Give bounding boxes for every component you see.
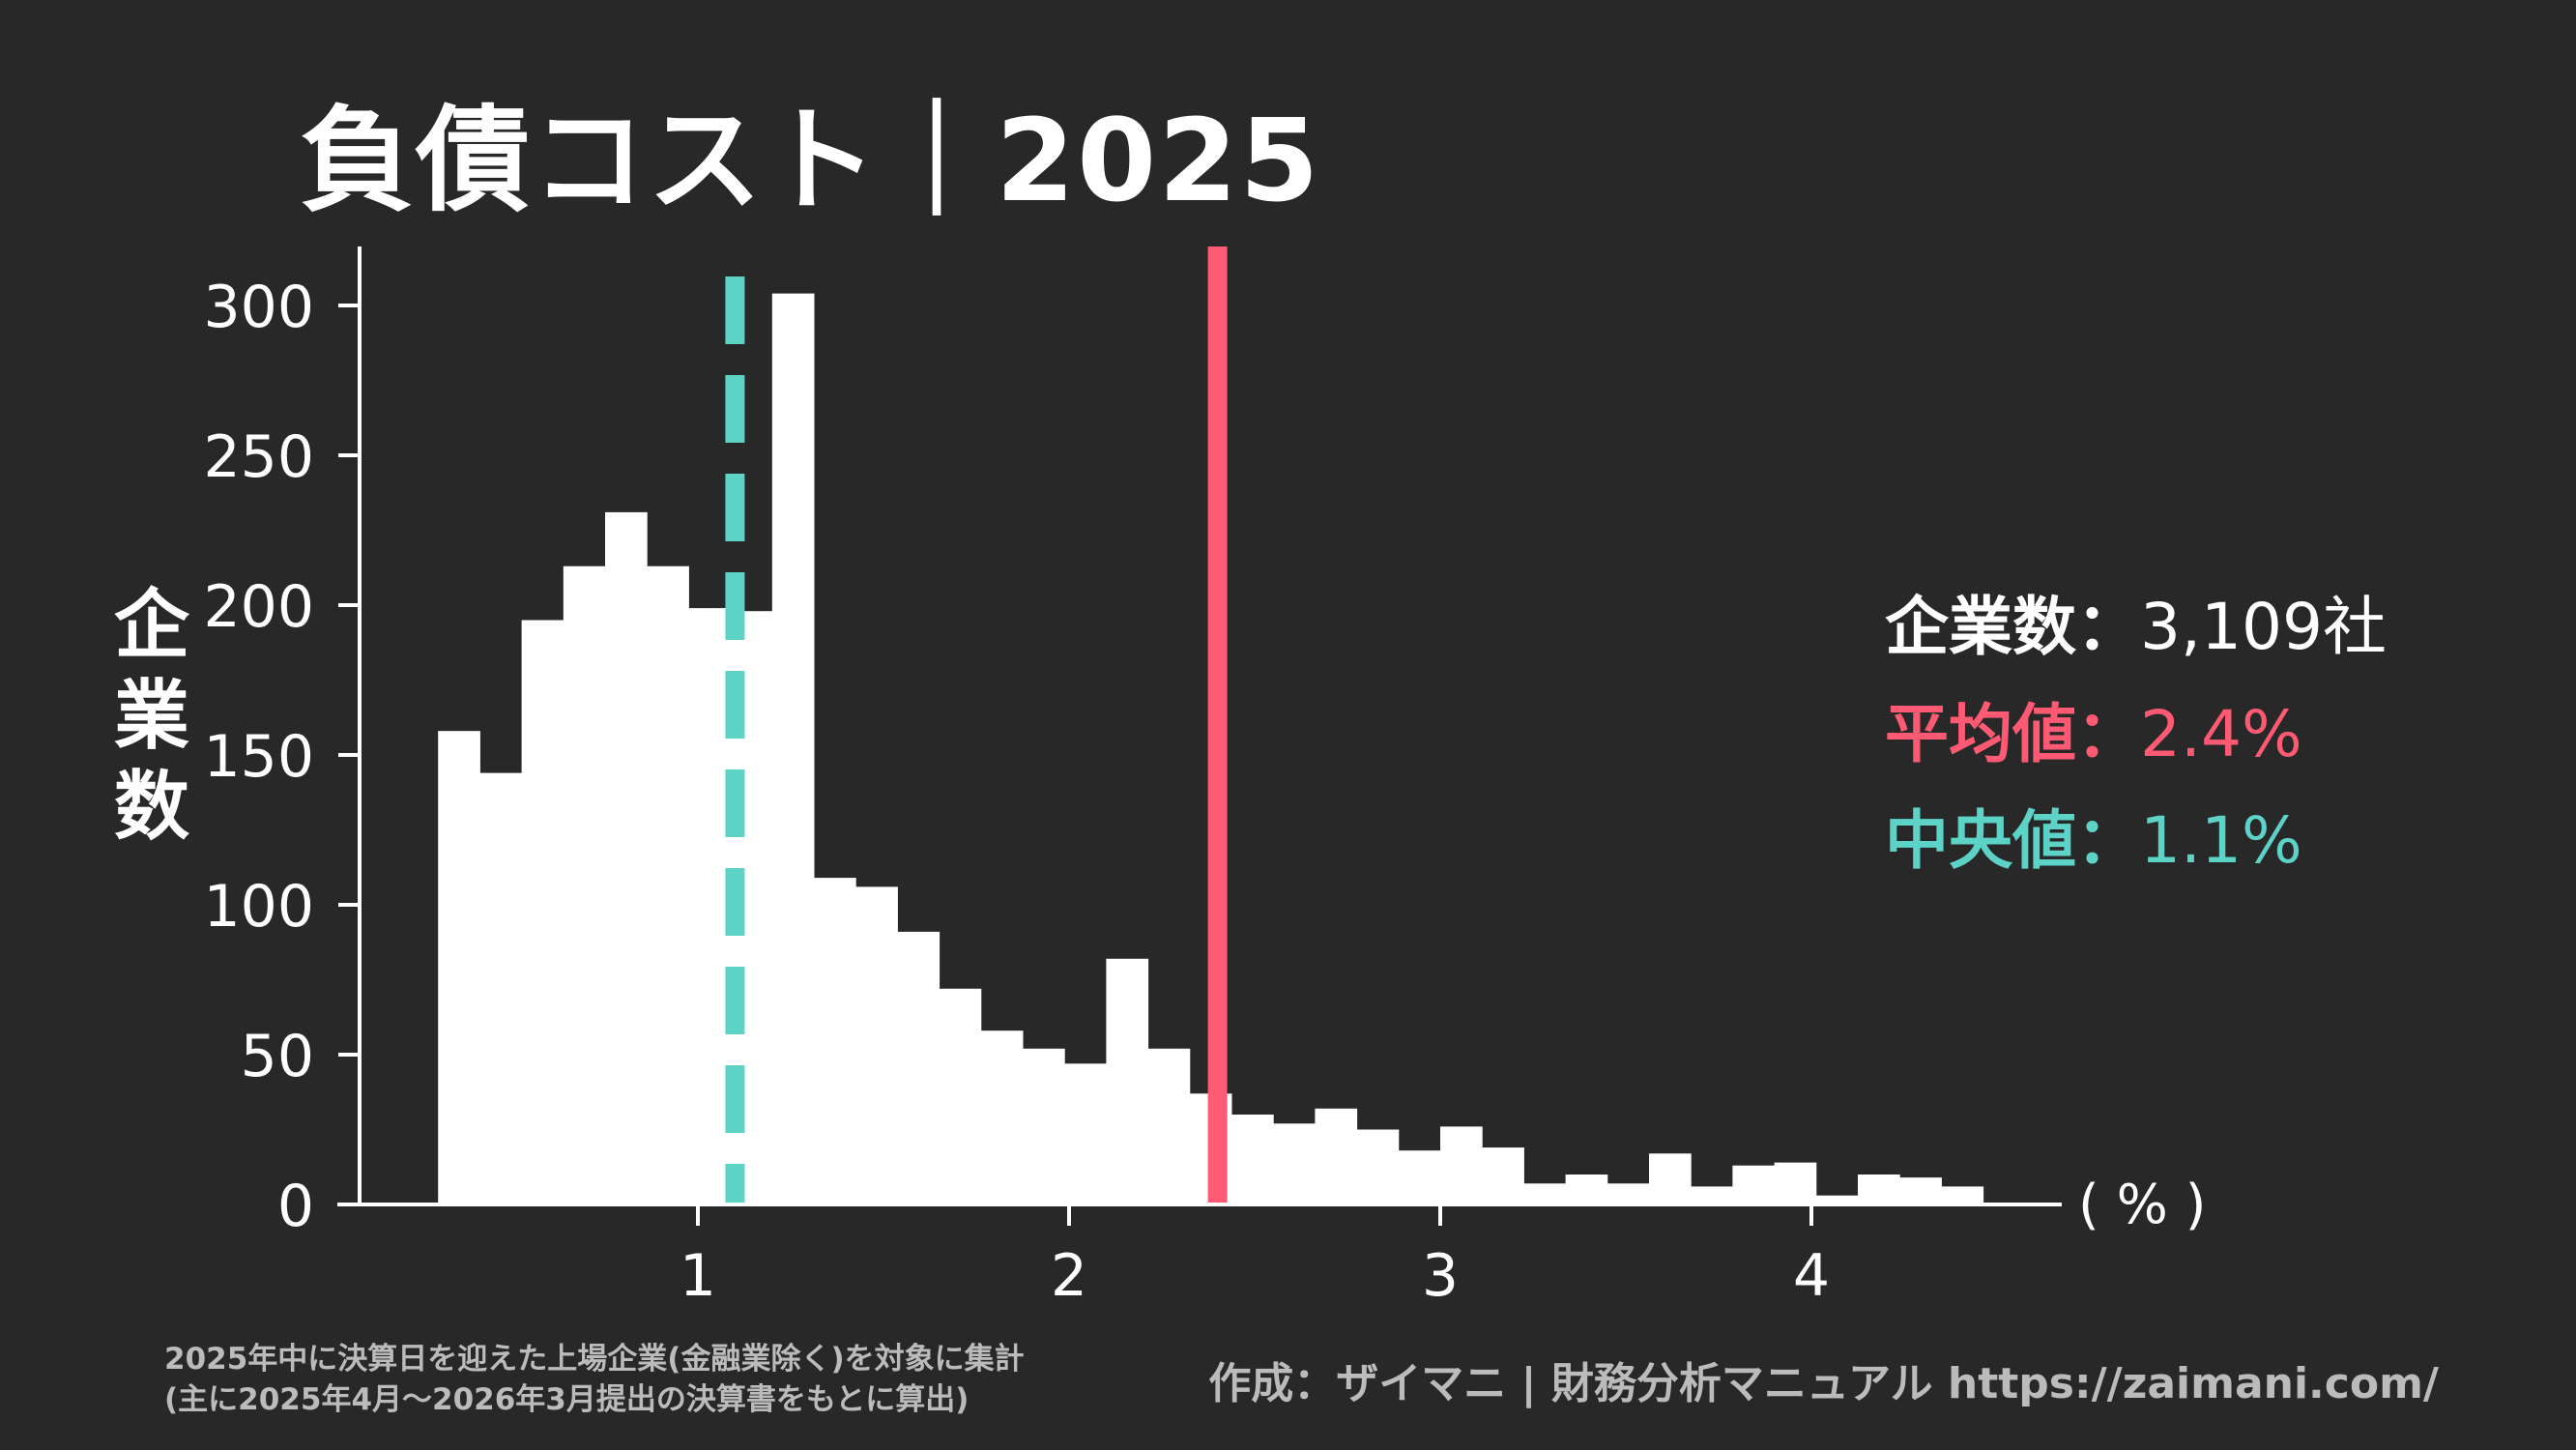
y-tick-label: 100	[203, 873, 314, 941]
x-tick-label: 3	[1422, 1242, 1459, 1310]
histogram-bar	[1064, 1063, 1107, 1204]
histogram-bar	[479, 772, 523, 1204]
credit: 作成：ザイマニ | 財務分析マニュアル https://zaimani.com/	[1208, 1359, 2439, 1408]
histogram-bar	[1606, 1183, 1650, 1204]
count-label: 企業数：	[1885, 590, 2140, 664]
mean-stat: 平均値：2.4%	[1885, 682, 2302, 775]
histogram-bar	[688, 608, 732, 1204]
count-value: 3,109社	[2140, 590, 2387, 664]
histogram-bar	[939, 988, 982, 1204]
y-tick-label: 150	[203, 723, 314, 791]
x-tick-label: 1	[680, 1242, 716, 1310]
histogram-bar	[563, 566, 606, 1204]
mean-label: 平均値：	[1885, 697, 2140, 771]
histogram-bar	[1565, 1174, 1608, 1204]
histogram-bar	[1315, 1108, 1358, 1204]
histogram-bar	[1774, 1162, 1817, 1204]
footnote-line-1: 2025年中に決算日を迎えた上場企業(金融業除く)を対象に集計	[164, 1342, 1025, 1377]
chart-title: 負債コスト｜2025	[300, 94, 1321, 227]
histogram-bar	[1899, 1177, 1942, 1204]
median-value: 1.1%	[2140, 803, 2302, 878]
histogram-bar	[771, 293, 815, 1205]
histogram-bar	[1147, 1048, 1191, 1204]
histogram-bar	[1106, 958, 1149, 1204]
histogram-bar	[605, 511, 648, 1204]
y-tick-label: 200	[203, 573, 314, 641]
histogram-bar	[1231, 1115, 1274, 1204]
y-tick-label: 300	[203, 274, 314, 341]
histogram-bar	[1732, 1165, 1776, 1204]
histogram-bar	[647, 566, 689, 1204]
histogram-bar	[814, 878, 856, 1204]
histogram-bar	[521, 620, 564, 1204]
y-axis-label: 企業数	[113, 582, 189, 851]
histogram-bar	[1440, 1126, 1483, 1204]
histogram-bar	[1523, 1183, 1567, 1204]
histogram-bar	[438, 731, 480, 1204]
y-tick-label: 50	[241, 1023, 314, 1090]
y-tick-label: 0	[277, 1173, 314, 1240]
histogram-bar	[897, 931, 941, 1204]
histogram-bar	[1023, 1048, 1065, 1204]
histogram-bar	[1273, 1123, 1316, 1204]
x-axis-label: ( % )	[2078, 1174, 2207, 1236]
histogram-bar	[1398, 1150, 1441, 1204]
histogram-bar	[1941, 1186, 1984, 1204]
histogram-bar	[1815, 1195, 1859, 1204]
histogram-bar	[1356, 1129, 1400, 1204]
histogram-bar	[1858, 1174, 1900, 1204]
median-label: 中央値：	[1885, 803, 2140, 878]
histogram-bar	[1691, 1186, 1733, 1204]
footnote: 2025年中に決算日を迎えた上場企業(金融業除く)を対象に集計 (主に2025年…	[164, 1339, 1025, 1420]
median-stat: 中央値：1.1%	[1885, 789, 2302, 882]
x-tick-label: 2	[1051, 1242, 1087, 1310]
histogram-bar	[855, 886, 898, 1204]
x-tick-label: 4	[1793, 1242, 1830, 1310]
y-tick-label: 250	[203, 423, 314, 491]
histogram-bar	[1482, 1147, 1524, 1204]
count-stat: 企業数：3,109社	[1885, 575, 2387, 668]
footnote-line-2: (主に2025年4月〜2026年3月提出の決算書をもとに算出)	[164, 1382, 970, 1417]
mean-value: 2.4%	[2140, 697, 2302, 771]
histogram-bar	[980, 1030, 1024, 1204]
histogram-bar	[1649, 1153, 1692, 1204]
